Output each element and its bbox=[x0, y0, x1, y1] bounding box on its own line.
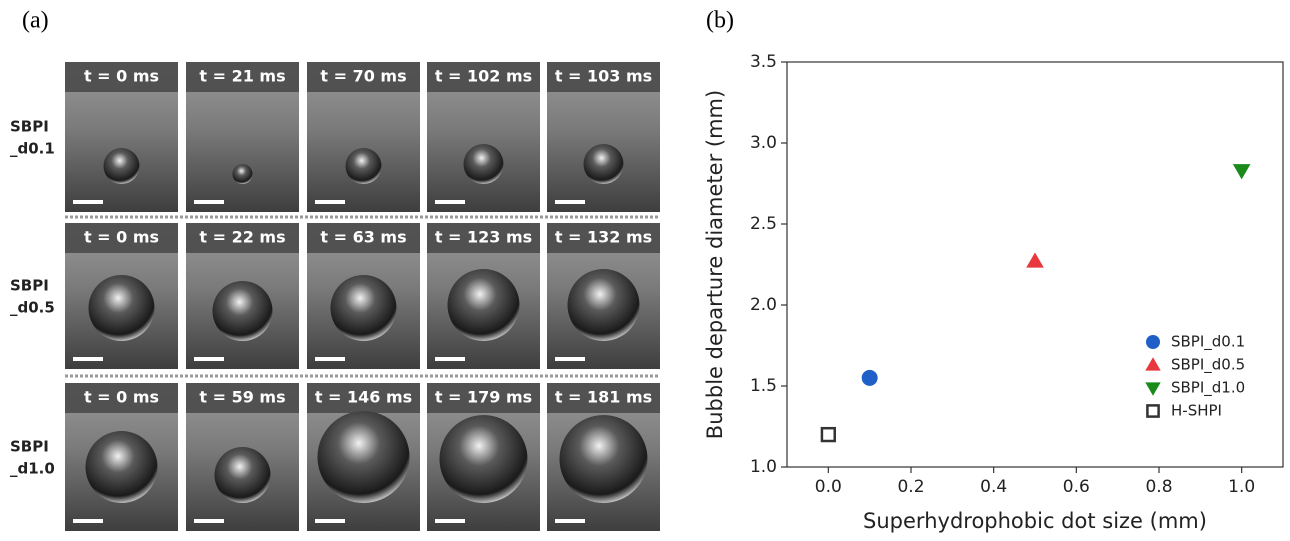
time-banner bbox=[427, 62, 540, 92]
row-label: _d0.5 bbox=[10, 299, 55, 317]
row-label: _d1.0 bbox=[10, 460, 55, 478]
bubble bbox=[317, 411, 410, 503]
legend-label: SBPI_d1.0 bbox=[1171, 379, 1245, 398]
data-point bbox=[1026, 252, 1044, 268]
time-banner bbox=[547, 383, 660, 413]
frame-time: t = 181 ms bbox=[555, 388, 652, 407]
panel-label: (a) bbox=[22, 8, 49, 34]
legend-label: H-SHPI bbox=[1171, 402, 1222, 420]
frame-time: t = 22 ms bbox=[199, 228, 285, 247]
x-tick-label: 0.0 bbox=[815, 477, 842, 497]
data-point bbox=[861, 369, 878, 386]
frame-time: t = 21 ms bbox=[199, 67, 285, 86]
time-banner bbox=[547, 62, 660, 92]
frame-time: t = 123 ms bbox=[435, 228, 532, 247]
bubble bbox=[567, 269, 640, 341]
x-tick-label: 0.4 bbox=[980, 477, 1007, 497]
x-tick-label: 0.6 bbox=[1063, 477, 1090, 497]
time-banner bbox=[65, 62, 178, 92]
legend-marker bbox=[1146, 404, 1160, 418]
legend-label: SBPI_d0.5 bbox=[1171, 356, 1245, 375]
frame-time: t = 102 ms bbox=[435, 67, 532, 86]
time-banner bbox=[307, 62, 420, 92]
time-banner bbox=[65, 383, 178, 413]
frame-time: t = 0 ms bbox=[84, 388, 159, 407]
x-axis-title: Superhydrophobic dot size (mm) bbox=[863, 509, 1207, 533]
plot-frame bbox=[786, 61, 1284, 468]
bubble bbox=[232, 164, 253, 184]
frame-time: t = 0 ms bbox=[84, 228, 159, 247]
row-label: SBPI bbox=[10, 277, 49, 295]
bubble bbox=[103, 148, 140, 184]
y-tick-label: 2.0 bbox=[750, 295, 777, 315]
frame-time: t = 63 ms bbox=[320, 228, 406, 247]
legend-label: SBPI_d0.1 bbox=[1171, 333, 1245, 352]
time-banner bbox=[186, 62, 299, 92]
y-tick-label: 1.5 bbox=[750, 376, 777, 396]
bubble bbox=[85, 431, 158, 503]
bubble bbox=[88, 275, 155, 341]
time-banner bbox=[307, 383, 420, 413]
bubble bbox=[212, 281, 273, 341]
y-tick-label: 1.0 bbox=[750, 457, 777, 477]
time-banner bbox=[427, 223, 540, 253]
row-label: SBPI bbox=[10, 438, 49, 456]
frame-time: t = 132 ms bbox=[555, 228, 652, 247]
bubble bbox=[463, 144, 504, 184]
frame-time: t = 70 ms bbox=[320, 67, 406, 86]
data-point bbox=[820, 426, 836, 443]
x-tick-label: 1.0 bbox=[1228, 477, 1255, 497]
time-banner bbox=[307, 223, 420, 253]
frame-time: t = 146 ms bbox=[315, 388, 412, 407]
bubble bbox=[330, 275, 397, 341]
frame-time: t = 0 ms bbox=[84, 67, 159, 86]
y-tick-label: 3.0 bbox=[750, 133, 777, 153]
x-tick-label: 0.8 bbox=[1145, 477, 1172, 497]
bubble bbox=[214, 447, 271, 503]
frame-time: t = 103 ms bbox=[555, 67, 652, 86]
bubble bbox=[447, 269, 520, 341]
time-banner bbox=[186, 383, 299, 413]
time-banner bbox=[186, 223, 299, 253]
data-point bbox=[1232, 164, 1251, 180]
bubble bbox=[559, 415, 648, 503]
y-axis-title: Bubble departure diameter (mm) bbox=[703, 90, 727, 439]
bubble bbox=[583, 144, 624, 184]
frame-time: t = 179 ms bbox=[435, 388, 532, 407]
frame-time: t = 59 ms bbox=[199, 388, 285, 407]
bubble bbox=[439, 415, 528, 503]
legend-marker bbox=[1145, 357, 1161, 371]
time-banner bbox=[65, 223, 178, 253]
panel-label: (b) bbox=[706, 8, 734, 34]
legend-marker bbox=[1146, 335, 1160, 349]
y-tick-label: 3.5 bbox=[750, 52, 777, 72]
image-panel: SBPI_d0.1t = 0 ms t = 21 ms t = 70 ms t = 1… bbox=[10, 62, 660, 531]
bubble bbox=[345, 148, 382, 184]
x-tick-label: 0.2 bbox=[897, 477, 924, 497]
row-label: _d0.1 bbox=[10, 140, 55, 158]
y-tick-label: 2.5 bbox=[750, 214, 777, 234]
time-banner bbox=[547, 223, 660, 253]
chart: (b) 0.0 0.2 0.4 0.6 0.8 1.0 1.0 1.5 2.0 2.5 3.0 3.5 S… bbox=[703, 8, 1284, 533]
legend-marker bbox=[1145, 382, 1161, 396]
row-label: SBPI bbox=[10, 118, 49, 136]
time-banner bbox=[427, 383, 540, 413]
